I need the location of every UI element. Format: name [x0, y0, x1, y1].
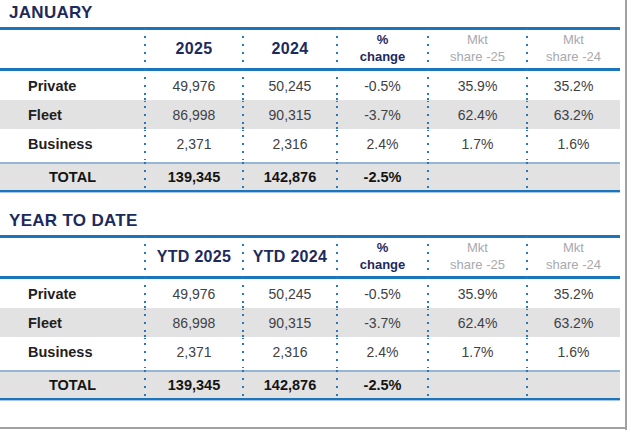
header-mkt24-line1: Mkt — [563, 32, 584, 49]
header-mkt25-line2: share -25 — [450, 49, 505, 66]
value-mkt-share-25 — [428, 372, 527, 398]
value-mkt-share-24: 63.2% — [527, 100, 620, 129]
value-mkt-share-24: 35.2% — [527, 279, 620, 308]
row-label: TOTAL — [0, 164, 145, 190]
value-2025: 2,371 — [145, 337, 243, 366]
value-mkt-share-24 — [527, 372, 620, 398]
value-mkt-share-24: 63.2% — [527, 308, 620, 337]
window-edge-right — [625, 0, 627, 430]
row-label: Private — [0, 71, 145, 100]
january-section: JANUARY 2025 2024 % change Mkt share -25… — [0, 0, 631, 194]
value-pct-change: -0.5% — [337, 71, 428, 100]
value-mkt-share-25: 35.9% — [428, 71, 527, 100]
table-row-total: TOTAL 139,345 142,876 -2.5% — [0, 370, 620, 398]
header-mkt25-line1: Mkt — [467, 240, 488, 257]
table-row-business: Business 2,371 2,316 2.4% 1.7% 1.6% — [0, 337, 620, 366]
year-to-date-section: YEAR TO DATE YTD 2025 YTD 2024 % change … — [0, 208, 631, 402]
value-2024: 2,316 — [243, 337, 337, 366]
header-2025: 2025 — [145, 30, 243, 68]
header-mkt24-line1: Mkt — [563, 240, 584, 257]
value-mkt-share-25 — [428, 164, 527, 190]
window-edge-bottom — [0, 427, 627, 429]
header-mkt-share-24: Mkt share -24 — [527, 30, 620, 68]
row-label: Business — [0, 337, 145, 366]
value-mkt-share-24 — [527, 164, 620, 190]
value-mkt-share-25: 1.7% — [428, 129, 527, 158]
table-row-fleet: Fleet 86,998 90,315 -3.7% 62.4% 63.2% — [0, 308, 620, 337]
table-row-fleet: Fleet 86,998 90,315 -3.7% 62.4% 63.2% — [0, 100, 620, 129]
header-mkt24-line2: share -24 — [546, 49, 601, 66]
value-2025: 86,998 — [145, 100, 243, 129]
header-mkt-share-24: Mkt share -24 — [527, 238, 620, 276]
value-pct-change: -3.7% — [337, 100, 428, 129]
value-pct-change: 2.4% — [337, 129, 428, 158]
value-2024: 90,315 — [243, 308, 337, 337]
value-2024: 2,316 — [243, 129, 337, 158]
header-mkt25-line1: Mkt — [467, 32, 488, 49]
value-mkt-share-24: 35.2% — [527, 71, 620, 100]
table-row-total: TOTAL 139,345 142,876 -2.5% — [0, 162, 620, 190]
value-pct-change: -0.5% — [337, 279, 428, 308]
value-2024: 142,876 — [243, 372, 337, 398]
row-label: TOTAL — [0, 372, 145, 398]
value-pct-change: -3.7% — [337, 308, 428, 337]
row-label: Fleet — [0, 308, 145, 337]
value-mkt-share-24: 1.6% — [527, 337, 620, 366]
header-blank-cell — [0, 238, 145, 276]
row-label: Business — [0, 129, 145, 158]
value-mkt-share-24: 1.6% — [527, 129, 620, 158]
row-label: Private — [0, 279, 145, 308]
header-pct-line1: % — [377, 32, 389, 49]
value-mkt-share-25: 62.4% — [428, 308, 527, 337]
value-2025: 86,998 — [145, 308, 243, 337]
table-row-private: Private 49,976 50,245 -0.5% 35.9% 35.2% — [0, 71, 620, 100]
value-2025: 49,976 — [145, 71, 243, 100]
january-title: JANUARY — [0, 0, 631, 27]
header-pct-line2: change — [360, 257, 406, 274]
value-2024: 50,245 — [243, 279, 337, 308]
value-2025: 49,976 — [145, 279, 243, 308]
header-mkt24-line2: share -24 — [546, 257, 601, 274]
row-label: Fleet — [0, 100, 145, 129]
ytd-header-row: YTD 2025 YTD 2024 % change Mkt share -25… — [0, 238, 620, 276]
header-ytd-2024: YTD 2024 — [243, 238, 337, 276]
value-2025: 139,345 — [145, 164, 243, 190]
value-pct-change: 2.4% — [337, 337, 428, 366]
header-blank-cell — [0, 30, 145, 68]
header-pct-line2: change — [360, 49, 406, 66]
header-mkt25-line2: share -25 — [450, 257, 505, 274]
header-2024: 2024 — [243, 30, 337, 68]
year-to-date-title: YEAR TO DATE — [0, 208, 631, 235]
value-2024: 142,876 — [243, 164, 337, 190]
header-ytd-2025: YTD 2025 — [145, 238, 243, 276]
value-2024: 90,315 — [243, 100, 337, 129]
header-pct-change: % change — [337, 238, 428, 276]
header-pct-line1: % — [377, 240, 389, 257]
value-2025: 2,371 — [145, 129, 243, 158]
header-pct-change: % change — [337, 30, 428, 68]
registrations-report-page: JANUARY 2025 2024 % change Mkt share -25… — [0, 0, 631, 434]
value-pct-change: -2.5% — [337, 164, 428, 190]
header-mkt-share-25: Mkt share -25 — [428, 238, 527, 276]
table-row-business: Business 2,371 2,316 2.4% 1.7% 1.6% — [0, 129, 620, 158]
value-mkt-share-25: 1.7% — [428, 337, 527, 366]
header-mkt-share-25: Mkt share -25 — [428, 30, 527, 68]
value-mkt-share-25: 62.4% — [428, 100, 527, 129]
value-pct-change: -2.5% — [337, 372, 428, 398]
value-2025: 139,345 — [145, 372, 243, 398]
january-header-row: 2025 2024 % change Mkt share -25 Mkt sha… — [0, 30, 620, 68]
value-mkt-share-25: 35.9% — [428, 279, 527, 308]
value-2024: 50,245 — [243, 71, 337, 100]
table-row-private: Private 49,976 50,245 -0.5% 35.9% 35.2% — [0, 279, 620, 308]
